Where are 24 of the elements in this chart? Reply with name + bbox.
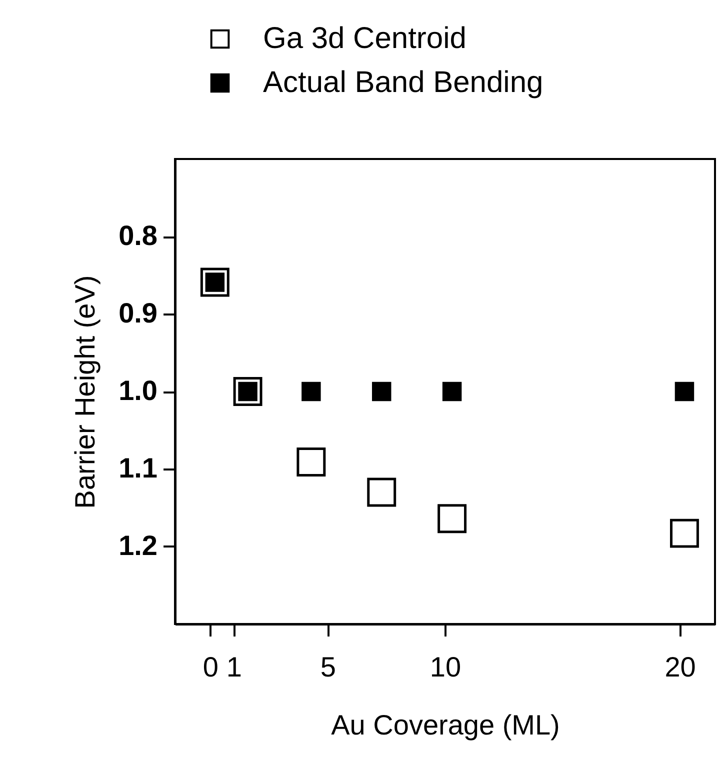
y-tick-label: 1.2 (118, 530, 158, 561)
legend-label: Ga 3d Centroid (263, 22, 466, 55)
x-tick-label: 10 (430, 652, 462, 682)
point (670, 518, 699, 548)
x-tick-label: 1 (226, 652, 242, 682)
point (438, 504, 467, 534)
x-tick-label: 20 (664, 652, 696, 682)
y-axis-title: Barrier Height (eV) (70, 275, 101, 509)
point (372, 382, 392, 402)
point (367, 478, 396, 507)
x-tick-label: 5 (320, 652, 336, 682)
point (442, 382, 462, 402)
legend-label: Actual Band Bending (263, 66, 544, 99)
y-tick-label: 1.1 (118, 452, 158, 484)
point (200, 268, 230, 297)
y-tick-label: 0.9 (118, 298, 158, 328)
point (674, 382, 694, 402)
x-tick-label: 0 (202, 652, 219, 682)
point (296, 448, 326, 477)
y-tick-label: 0.8 (118, 220, 158, 251)
point (233, 377, 262, 406)
point (302, 382, 321, 402)
y-tick-label: 1.0 (118, 375, 158, 406)
x-axis-title: Au Coverage (ML) (331, 710, 560, 740)
